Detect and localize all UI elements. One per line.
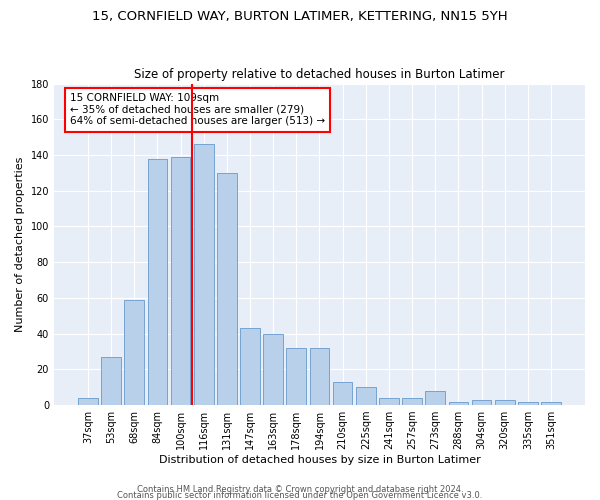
Bar: [449, 402, 468, 405]
Bar: [472, 400, 491, 405]
Bar: [78, 398, 98, 405]
Bar: [286, 348, 306, 405]
Bar: [495, 400, 515, 405]
Bar: [148, 158, 167, 405]
Y-axis label: Number of detached properties: Number of detached properties: [15, 156, 25, 332]
Bar: [379, 398, 399, 405]
Bar: [333, 382, 352, 405]
Text: Contains HM Land Registry data © Crown copyright and database right 2024.: Contains HM Land Registry data © Crown c…: [137, 484, 463, 494]
Bar: [240, 328, 260, 405]
Bar: [402, 398, 422, 405]
Text: 15 CORNFIELD WAY: 109sqm
← 35% of detached houses are smaller (279)
64% of semi-: 15 CORNFIELD WAY: 109sqm ← 35% of detach…: [70, 93, 325, 126]
Bar: [263, 334, 283, 405]
Bar: [541, 402, 561, 405]
X-axis label: Distribution of detached houses by size in Burton Latimer: Distribution of detached houses by size …: [158, 455, 481, 465]
Text: 15, CORNFIELD WAY, BURTON LATIMER, KETTERING, NN15 5YH: 15, CORNFIELD WAY, BURTON LATIMER, KETTE…: [92, 10, 508, 23]
Bar: [101, 357, 121, 405]
Bar: [170, 157, 190, 405]
Bar: [124, 300, 144, 405]
Bar: [356, 387, 376, 405]
Bar: [217, 173, 236, 405]
Bar: [310, 348, 329, 405]
Title: Size of property relative to detached houses in Burton Latimer: Size of property relative to detached ho…: [134, 68, 505, 81]
Bar: [425, 391, 445, 405]
Text: Contains public sector information licensed under the Open Government Licence v3: Contains public sector information licen…: [118, 490, 482, 500]
Bar: [518, 402, 538, 405]
Bar: [194, 144, 214, 405]
